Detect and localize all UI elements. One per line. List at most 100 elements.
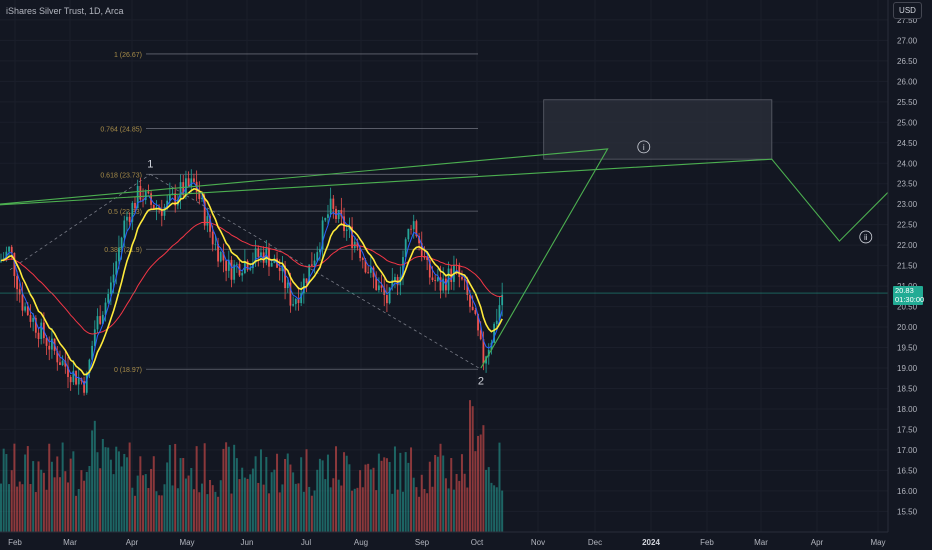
volume-bar (96, 452, 99, 532)
volume-bar (345, 455, 348, 532)
candle-body (160, 208, 163, 216)
volume-bar (34, 492, 37, 532)
candle-body (281, 265, 284, 272)
candle-body (297, 298, 300, 304)
volume-bar (326, 454, 329, 532)
volume-bar (375, 490, 378, 532)
volume-bar (361, 487, 364, 532)
volume-bar (495, 487, 498, 532)
candle-body (8, 246, 10, 252)
candle-body (466, 279, 469, 296)
volume-bar (80, 470, 83, 532)
candle-body (83, 381, 85, 393)
volume-bar (415, 487, 418, 532)
candle-body (67, 366, 69, 377)
candle-body (227, 259, 230, 271)
candle-body (407, 228, 410, 240)
volume-bar (380, 460, 383, 532)
price-tick-label: 15.50 (897, 507, 918, 516)
target-zone-rect (543, 99, 773, 160)
candle-body (56, 350, 59, 363)
volume-bar (436, 456, 439, 532)
candle-body (305, 278, 308, 283)
candle-body (329, 198, 332, 215)
currency-button[interactable]: USD (893, 2, 922, 19)
candle-body (168, 194, 171, 201)
candle-body (471, 306, 474, 311)
volume-bar (428, 461, 431, 532)
candle-body (171, 193, 174, 195)
wave-dash-line (150, 173, 482, 370)
volume-bar (134, 495, 136, 532)
candle-body (249, 268, 252, 270)
volume-bar (201, 483, 203, 532)
candle-body (51, 338, 53, 350)
candle-body (139, 185, 142, 200)
volume-bar (190, 468, 193, 532)
grid (0, 0, 888, 532)
volume-bar (286, 453, 289, 532)
volume-bar (85, 471, 88, 532)
candle-body (340, 210, 343, 217)
price-tick-label: 22.50 (897, 221, 918, 230)
candle-body (265, 248, 268, 263)
volume-bar (393, 446, 396, 532)
price-axis[interactable]: 15.50 16.00 16.50 17.00 17.50 18.00 18.50 19.00… (887, 0, 932, 550)
volume-bar (53, 477, 56, 532)
time-axis[interactable]: Feb Mar Apr May Jun Jul Aug Sep Oct Nov Dec 2024 Feb… (0, 531, 932, 550)
time-tick-label: 2024 (642, 538, 660, 547)
candle-body (13, 253, 16, 277)
candle-body (29, 315, 32, 322)
volume-bar (305, 449, 308, 532)
volume-bar (209, 480, 212, 532)
wave-label: 2 (478, 375, 484, 387)
volume-bar (292, 472, 295, 532)
volume-bar (458, 480, 461, 532)
volume-bar (238, 479, 241, 532)
candle-body (286, 282, 289, 289)
price-tick-label: 16.50 (897, 466, 918, 475)
price-tick-label: 26.50 (897, 57, 918, 66)
volume-bar (431, 486, 434, 532)
candle-body (233, 264, 236, 280)
volume-bar (377, 453, 380, 532)
volume-bar (160, 495, 163, 532)
wave-label-circle (859, 230, 873, 244)
candle-body (270, 262, 273, 267)
candle-body (383, 287, 386, 296)
volume-bar (112, 474, 115, 532)
time-tick-label: Jul (301, 538, 311, 547)
wave-dashed-lines (9, 173, 482, 370)
candle-body (235, 263, 238, 265)
volume-bar (230, 493, 233, 532)
volume-bar (99, 468, 102, 532)
volume-bar (268, 493, 270, 532)
volume-bar (410, 447, 413, 532)
volume-bar (219, 480, 222, 532)
price-tick-label: 21.50 (897, 262, 918, 271)
candle-body (219, 251, 222, 262)
candle-body (348, 226, 351, 230)
volume-bar (91, 430, 94, 532)
volume-bar (150, 468, 153, 532)
candle-body (96, 316, 99, 330)
candle-body (69, 376, 72, 383)
volume-bar (13, 443, 16, 532)
volume-bar (493, 485, 496, 532)
volume-bar (471, 406, 474, 532)
fib-level-label: 0.5 (22.83) (108, 209, 142, 216)
candle-body (182, 182, 185, 196)
candle-body (289, 282, 292, 306)
price-tick-label: 16.00 (897, 487, 918, 496)
volume-bar (109, 459, 112, 532)
volume-bar (404, 452, 407, 532)
candle-body (99, 316, 102, 324)
volume-bar (254, 456, 257, 532)
candle-body (217, 243, 219, 262)
price-tick-label: 27.00 (897, 36, 918, 45)
volume-bar (439, 443, 442, 532)
time-tick-label: Apr (126, 538, 139, 547)
volume-bar (115, 446, 118, 532)
candle-body (308, 264, 311, 283)
